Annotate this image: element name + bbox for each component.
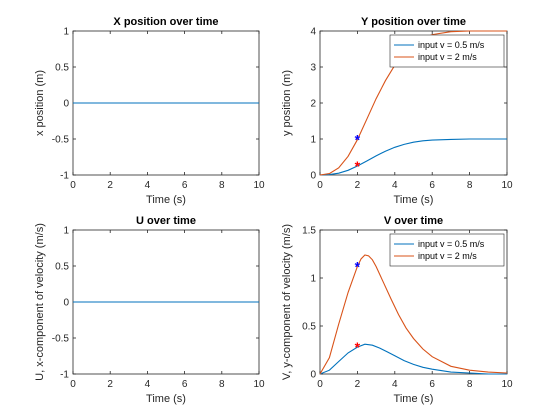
y-tick-label: 1 bbox=[63, 27, 69, 38]
y-tick-label: 0.5 bbox=[302, 322, 316, 333]
star-marker: * bbox=[355, 158, 361, 174]
y-tick-label: 0 bbox=[63, 298, 69, 309]
x-axis-label: Time (s) bbox=[146, 194, 186, 206]
legend-box bbox=[389, 233, 505, 267]
y-tick-label: 1 bbox=[310, 135, 316, 146]
y-tick-label: -1 bbox=[60, 171, 69, 182]
x-tick-label: 10 bbox=[253, 379, 265, 390]
y-tick-label: 0.5 bbox=[55, 63, 69, 74]
x-tick-label: 4 bbox=[145, 379, 151, 390]
chart-title: Y position over time bbox=[361, 16, 466, 28]
series-line-1 bbox=[319, 138, 507, 176]
x-tick-label: 4 bbox=[392, 180, 398, 191]
x-tick-label: 2 bbox=[355, 379, 361, 390]
legend-entry: input v = 0.5 m/s bbox=[418, 40, 485, 50]
subplot-2: 0 2 4 6 8 10 0 1 2 3 4 Y position over time Time (s)… bbox=[281, 16, 513, 206]
chart-title: U over time bbox=[136, 215, 196, 227]
x-tick-label: 6 bbox=[429, 180, 435, 191]
x-tick-label: 0 bbox=[70, 180, 76, 191]
y-tick-label: 1.5 bbox=[302, 226, 316, 237]
x-axis-label: Time (s) bbox=[394, 393, 434, 405]
subplot-4: 0 2 4 6 8 10 0 0.5 1 1.5 V over time Time (s) V, y-c… bbox=[281, 215, 513, 405]
subplot-3: 0 2 4 6 8 10 -1 -0.5 0 0.5 1 U over time Time (s) U, … bbox=[34, 215, 265, 405]
x-tick-label: 0 bbox=[317, 180, 323, 191]
x-axis-label: Time (s) bbox=[146, 393, 186, 405]
x-tick-label: 10 bbox=[501, 379, 513, 390]
star-marker: * bbox=[355, 339, 361, 355]
legend: input v = 0.5 m/s input v = 2 m/s bbox=[389, 233, 505, 267]
legend-entry: input v = 2 m/s bbox=[418, 251, 477, 261]
legend-entry: input v = 2 m/s bbox=[418, 52, 477, 62]
x-tick-label: 6 bbox=[429, 379, 435, 390]
x-tick-label: 2 bbox=[107, 180, 113, 191]
y-tick-label: 0.5 bbox=[55, 262, 69, 273]
y-tick-label: 0 bbox=[310, 370, 316, 381]
x-tick-label: 2 bbox=[107, 379, 113, 390]
y-tick-label: 1 bbox=[310, 274, 316, 285]
star-marker: * bbox=[355, 258, 361, 274]
subplot-1: 0 2 4 6 8 10 -1 -0.5 0 0.5 1 X position over time Ti… bbox=[34, 16, 265, 206]
legend-box bbox=[389, 34, 505, 68]
y-axis-label: x position (m) bbox=[34, 70, 46, 136]
y-tick-label: 0 bbox=[310, 171, 316, 182]
x-tick-label: 10 bbox=[253, 180, 265, 191]
x-tick-label: 8 bbox=[467, 180, 473, 191]
chart-title: X position over time bbox=[113, 16, 218, 28]
y-tick-label: 3 bbox=[310, 63, 316, 74]
y-tick-label: 2 bbox=[310, 99, 316, 110]
chart-title: V over time bbox=[384, 215, 443, 227]
y-tick-label: -0.5 bbox=[52, 334, 70, 345]
x-tick-label: 8 bbox=[467, 379, 473, 390]
legend: input v = 0.5 m/s input v = 2 m/s bbox=[389, 34, 505, 68]
x-tick-label: 0 bbox=[70, 379, 76, 390]
y-tick-label: -0.5 bbox=[52, 135, 70, 146]
x-tick-label: 0 bbox=[317, 379, 323, 390]
series-line-2 bbox=[319, 254, 508, 375]
x-tick-label: 4 bbox=[392, 379, 398, 390]
star-marker: * bbox=[355, 132, 361, 148]
x-tick-label: 8 bbox=[219, 379, 225, 390]
x-tick-label: 10 bbox=[501, 180, 513, 191]
x-axis-label: Time (s) bbox=[394, 194, 434, 206]
legend-entry: input v = 0.5 m/s bbox=[418, 239, 485, 249]
y-tick-label: -1 bbox=[60, 370, 69, 381]
y-tick-label: 4 bbox=[310, 27, 316, 38]
y-axis-label: y position (m) bbox=[281, 70, 293, 136]
y-tick-label: 0 bbox=[63, 99, 69, 110]
x-tick-label: 8 bbox=[219, 180, 225, 191]
series-line-1 bbox=[319, 343, 507, 375]
x-tick-label: 6 bbox=[182, 379, 188, 390]
y-axis-label: U, x-component of velocity (m/s) bbox=[34, 223, 46, 381]
y-axis-label: V, y-component of velocity (m/s) bbox=[281, 224, 293, 380]
x-tick-label: 6 bbox=[182, 180, 188, 191]
y-tick-label: 1 bbox=[63, 226, 69, 237]
x-tick-label: 2 bbox=[355, 180, 361, 191]
x-tick-label: 4 bbox=[145, 180, 151, 191]
